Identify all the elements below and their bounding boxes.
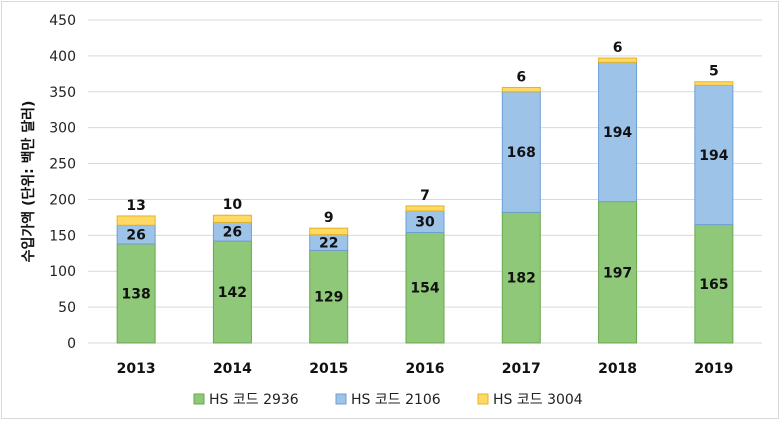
bar-2017-series-3	[501, 86, 541, 93]
bar-2013-series-3	[116, 215, 156, 226]
data-label: 10	[223, 197, 243, 213]
data-label: 168	[507, 145, 536, 161]
bar-2017-series-1	[501, 211, 541, 344]
data-label: 129	[314, 290, 343, 306]
x-tick-label: 2013	[117, 361, 156, 377]
data-label: 7	[420, 188, 430, 204]
y-axis-label: 수입가액 (단위: 백만 달러)	[20, 101, 37, 263]
y-tick-label: 450	[49, 13, 76, 29]
data-label: 138	[122, 286, 151, 302]
data-label: 194	[699, 148, 728, 164]
x-tick-label: 2015	[309, 361, 348, 377]
bar-2018-series-3	[598, 57, 638, 63]
legend-label: HS 코드 3004	[493, 392, 583, 408]
bar-2017-series-2	[501, 91, 541, 213]
data-label: 194	[603, 125, 632, 141]
data-label: 165	[699, 277, 728, 293]
y-tick-label: 100	[49, 264, 76, 280]
data-label: 197	[603, 265, 632, 281]
data-label: 5	[709, 64, 719, 80]
bar-2014-series-3	[212, 214, 252, 223]
y-tick-label: 350	[49, 85, 76, 101]
data-label: 6	[516, 69, 526, 85]
bar-2013-series-1	[116, 243, 156, 344]
legend-swatch	[477, 393, 489, 405]
bar-2015-series-3	[309, 227, 349, 236]
legend-label: HS 코드 2936	[209, 392, 299, 408]
data-label: 9	[324, 210, 334, 226]
data-label: 22	[319, 236, 338, 252]
bar-2018-series-2	[598, 61, 638, 203]
bar-2019-series-2	[694, 84, 734, 226]
bar-2019-series-3	[694, 81, 734, 86]
y-tick-label: 300	[49, 121, 76, 137]
y-tick-label: 400	[49, 49, 76, 65]
y-tick-label: 0	[67, 336, 76, 352]
y-tick-label: 200	[49, 192, 76, 208]
x-tick-label: 2017	[502, 361, 541, 377]
y-tick-label: 150	[49, 228, 76, 244]
x-tick-label: 2018	[598, 361, 637, 377]
bar-2015-series-1	[309, 249, 349, 344]
x-tick-label: 2016	[406, 361, 445, 377]
bar-2016-series-3	[405, 205, 445, 212]
data-label: 6	[613, 40, 623, 56]
legend-label: HS 코드 2106	[351, 392, 441, 408]
data-label: 154	[410, 281, 439, 297]
data-label: 26	[223, 225, 242, 241]
data-label: 142	[218, 285, 247, 301]
legend-swatch	[335, 393, 347, 405]
data-label: 182	[507, 271, 536, 287]
bar-2016-series-1	[405, 231, 445, 344]
legend-swatch	[193, 393, 205, 405]
y-tick-label: 50	[58, 300, 76, 316]
data-label: 26	[126, 228, 145, 244]
data-label: 13	[126, 198, 145, 214]
x-tick-label: 2014	[213, 361, 252, 377]
x-tick-label: 2019	[694, 361, 733, 377]
bar-2014-series-1	[212, 240, 252, 344]
data-label: 30	[415, 215, 435, 231]
y-tick-label: 250	[49, 157, 76, 173]
